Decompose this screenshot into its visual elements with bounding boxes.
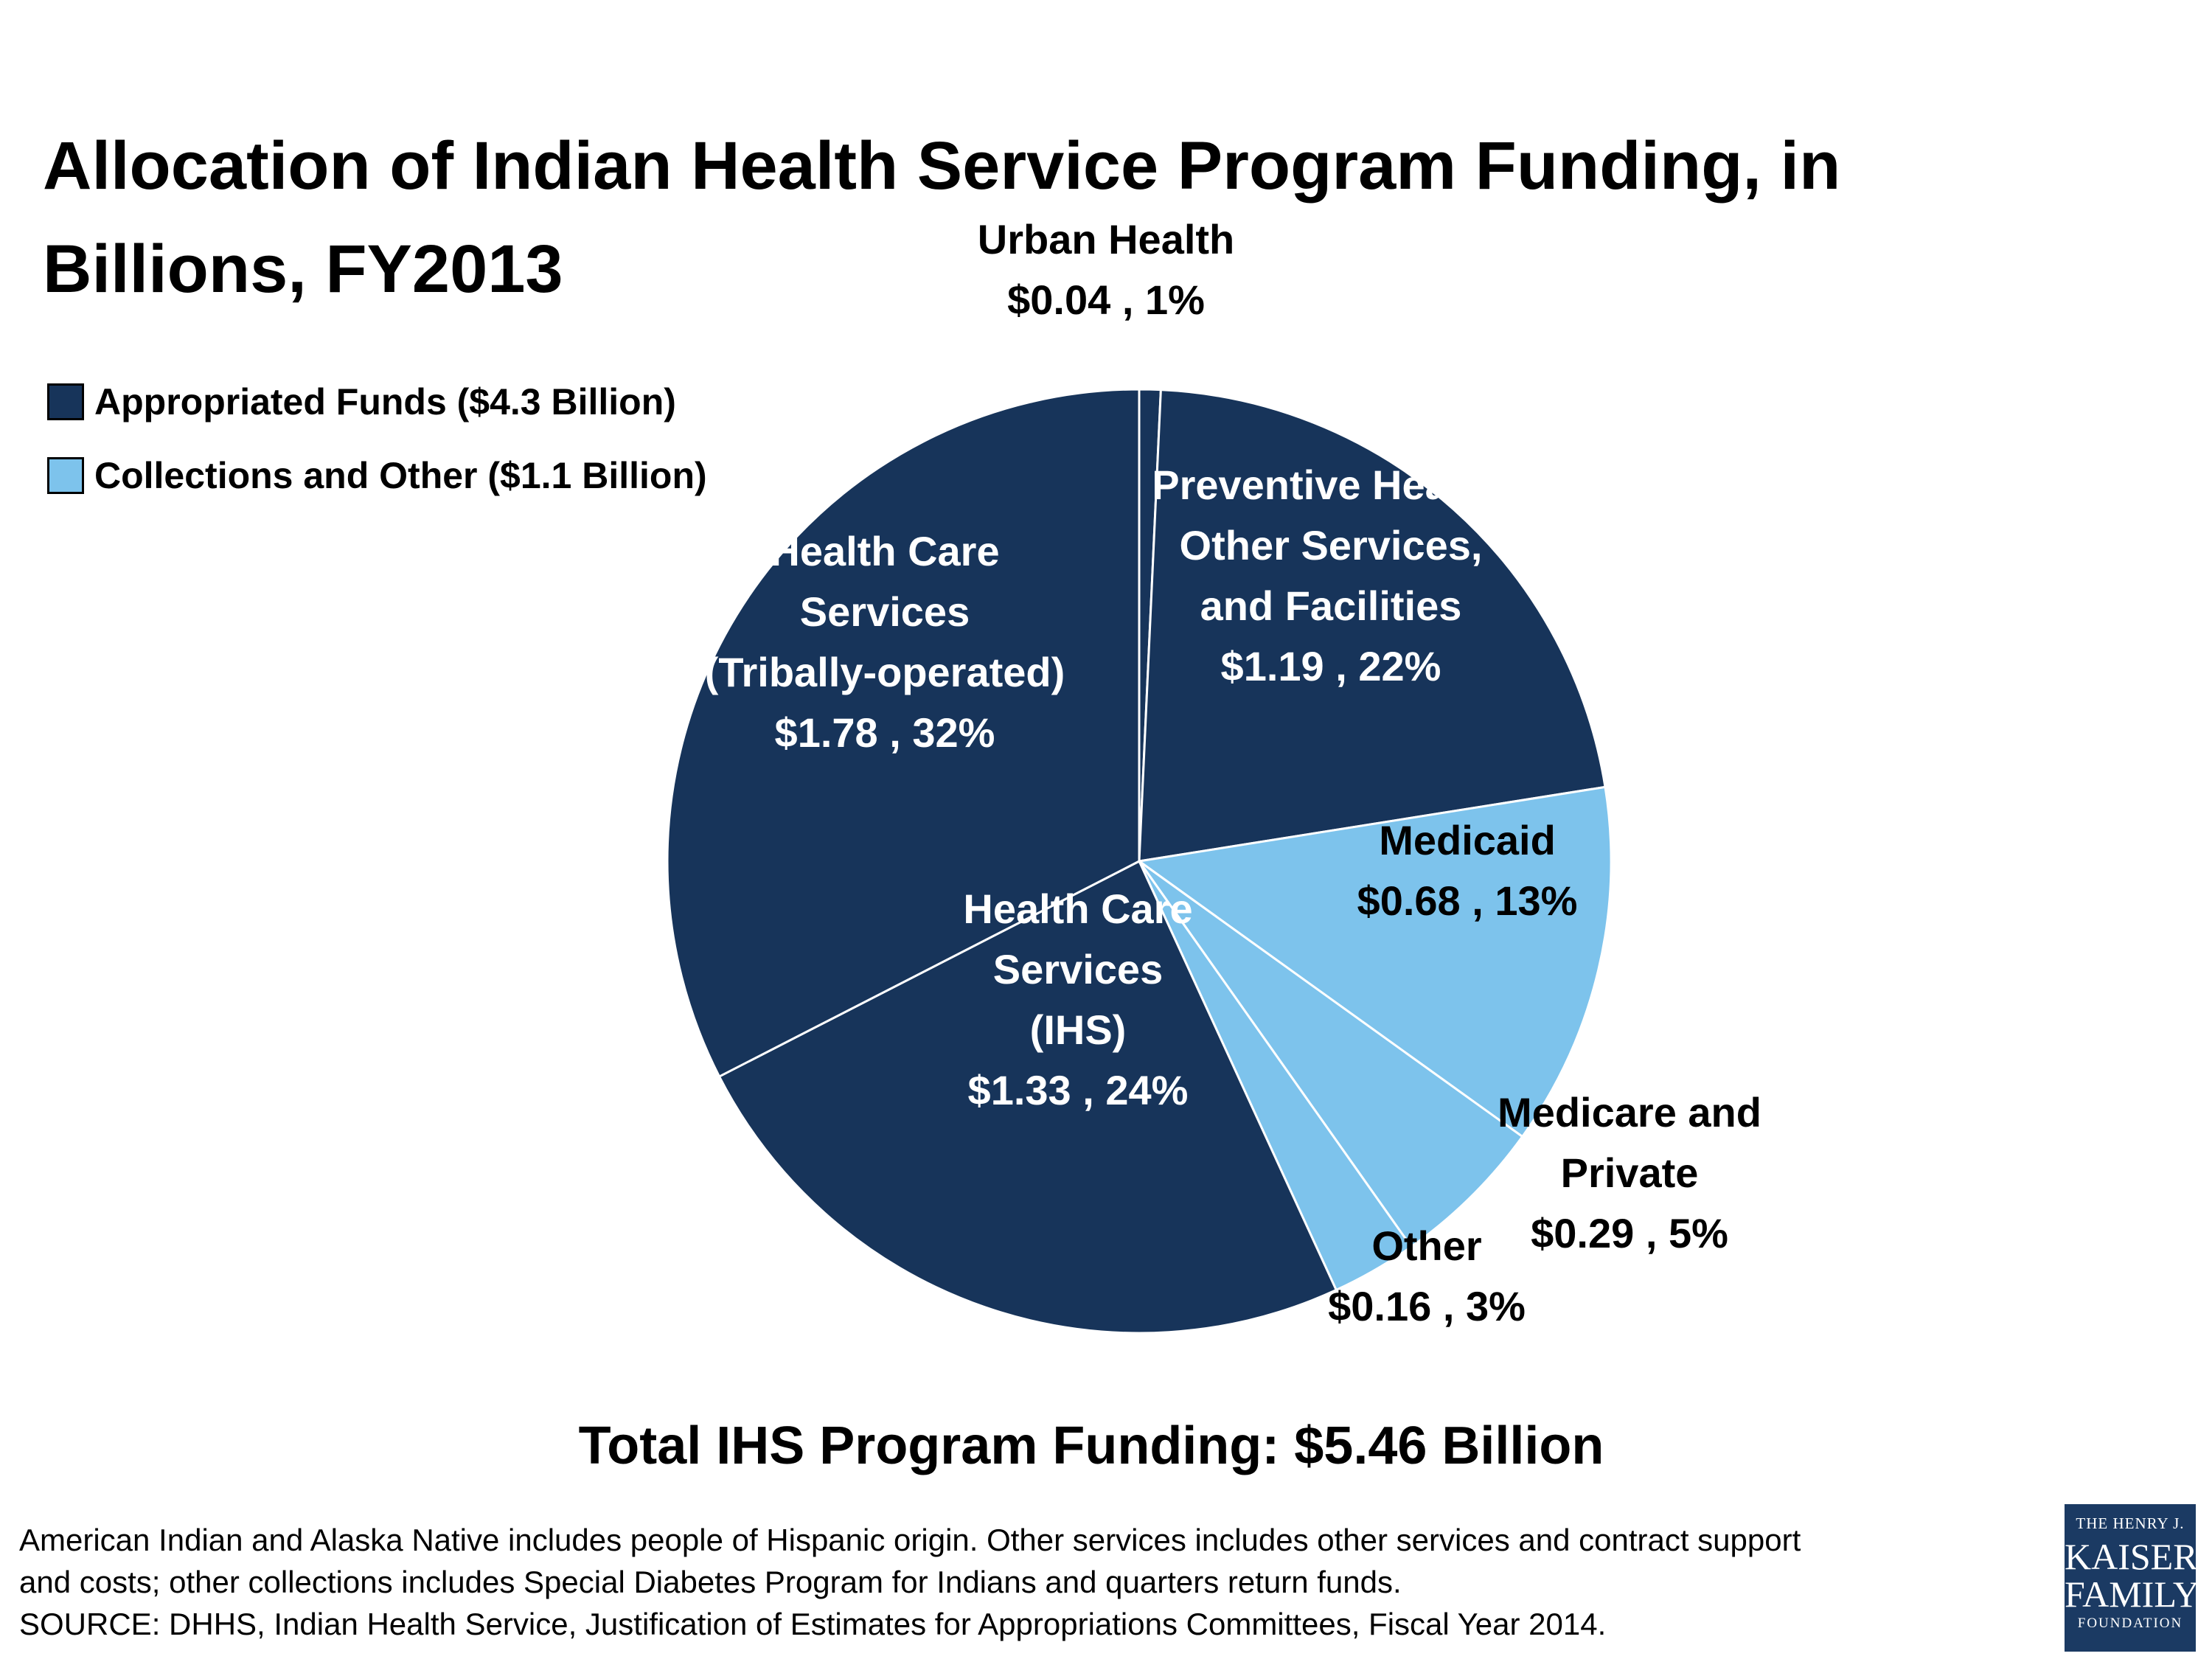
- slice-label-health-care-services-tribally-operated: Health Care Services (Tribally-operated) $1…: [705, 528, 1065, 756]
- slice-label-line: $0.68 , 13%: [1357, 877, 1578, 924]
- slice-label-urban-health: Urban Health $0.04 , 1%: [978, 216, 1235, 323]
- legend-item-collections: Collections and Other ($1.1 Billion): [47, 439, 707, 512]
- slice-label-other: Other $0.16 , 3%: [1328, 1222, 1526, 1329]
- logo-line-4: FOUNDATION: [2077, 1615, 2183, 1631]
- slice-label-line: Health Care: [963, 886, 1192, 932]
- slice-label-line: Medicare and: [1498, 1089, 1761, 1135]
- kaiser-family-foundation-logo: THE HENRY J. KAISER FAMILY FOUNDATION: [2065, 1504, 2199, 1652]
- slice-label-medicare-and-private: Medicare and Private $0.29 , 5%: [1498, 1089, 1761, 1256]
- slice-label-medicaid: Medicaid $0.68 , 13%: [1357, 817, 1578, 924]
- slice-label-line: $0.16 , 3%: [1328, 1283, 1526, 1329]
- logo-line-1: THE HENRY J.: [2076, 1514, 2185, 1532]
- pie-slice-preventive-health-other-services-and-facilities: [1138, 389, 1607, 863]
- pie-slice-health-care-services-ihs: [717, 859, 1338, 1335]
- pie-slice-health-care-services-tribally-operated: [666, 388, 1141, 1079]
- legend-swatch-appropriated: [47, 383, 84, 420]
- legend-label-appropriated: Appropriated Funds ($4.3 Billion): [94, 381, 676, 422]
- slice-label-line: $0.04 , 1%: [1007, 276, 1205, 323]
- footnote: American Indian and Alaska Native includ…: [19, 1519, 2025, 1645]
- footnote-line-1: American Indian and Alaska Native includ…: [19, 1523, 1801, 1557]
- slice-label-line: and Facilities: [1200, 582, 1462, 629]
- pie-slice-medicaid: [1136, 785, 1613, 1138]
- legend-item-appropriated: Appropriated Funds ($4.3 Billion): [47, 365, 707, 439]
- chart-title: Allocation of Indian Health Service Prog…: [43, 128, 1841, 307]
- total-funding-label: Total IHS Program Funding: $5.46 Billion: [578, 1416, 1604, 1475]
- footnote-line-2: and costs; other collections includes Sp…: [19, 1565, 1402, 1599]
- legend: Appropriated Funds ($4.3 Billion) Collec…: [47, 365, 707, 512]
- slice-label-line: $0.29 , 5%: [1531, 1210, 1728, 1256]
- legend-label-collections: Collections and Other ($1.1 Billion): [94, 455, 707, 496]
- slice-label-line: Services: [800, 588, 970, 635]
- slice-label-line: Private: [1561, 1150, 1699, 1196]
- slice-label-line: Other Services,: [1180, 522, 1483, 568]
- slice-label-line: Preventive Health,: [1152, 462, 1510, 508]
- slice-label-line: Other: [1371, 1222, 1481, 1269]
- logo-line-3: FAMILY: [2065, 1573, 2199, 1615]
- pie-slice-medicare-and-private: [1138, 860, 1524, 1249]
- pie-chart: Urban Health $0.04 , 1% Preventive Health,…: [666, 216, 1761, 1335]
- logo-line-2: KAISER: [2065, 1536, 2198, 1577]
- slice-label-line: Services: [993, 946, 1163, 992]
- slice-label-line: $1.33 , 24%: [968, 1067, 1189, 1113]
- source-line: SOURCE: DHHS, Indian Health Service, Jus…: [19, 1607, 1607, 1641]
- slice-label-health-care-services-ihs: Health Care Services (IHS) $1.33 , 24%: [963, 886, 1192, 1113]
- legend-swatch-collections: [47, 457, 84, 494]
- slice-label-line: Health Care: [770, 528, 999, 574]
- slice-label-line: $1.19 , 22%: [1221, 643, 1441, 689]
- slice-label-line: (Tribally-operated): [705, 649, 1065, 695]
- slice-label-preventive-health-other-services-and-facilities: Preventive Health, Other Services, and Fac…: [1152, 462, 1510, 689]
- slice-label-line: (IHS): [1030, 1006, 1127, 1053]
- slice-label-line: Medicaid: [1379, 817, 1556, 863]
- slice-label-line: $1.78 , 32%: [775, 709, 995, 756]
- slice-label-line: Urban Health: [978, 216, 1235, 262]
